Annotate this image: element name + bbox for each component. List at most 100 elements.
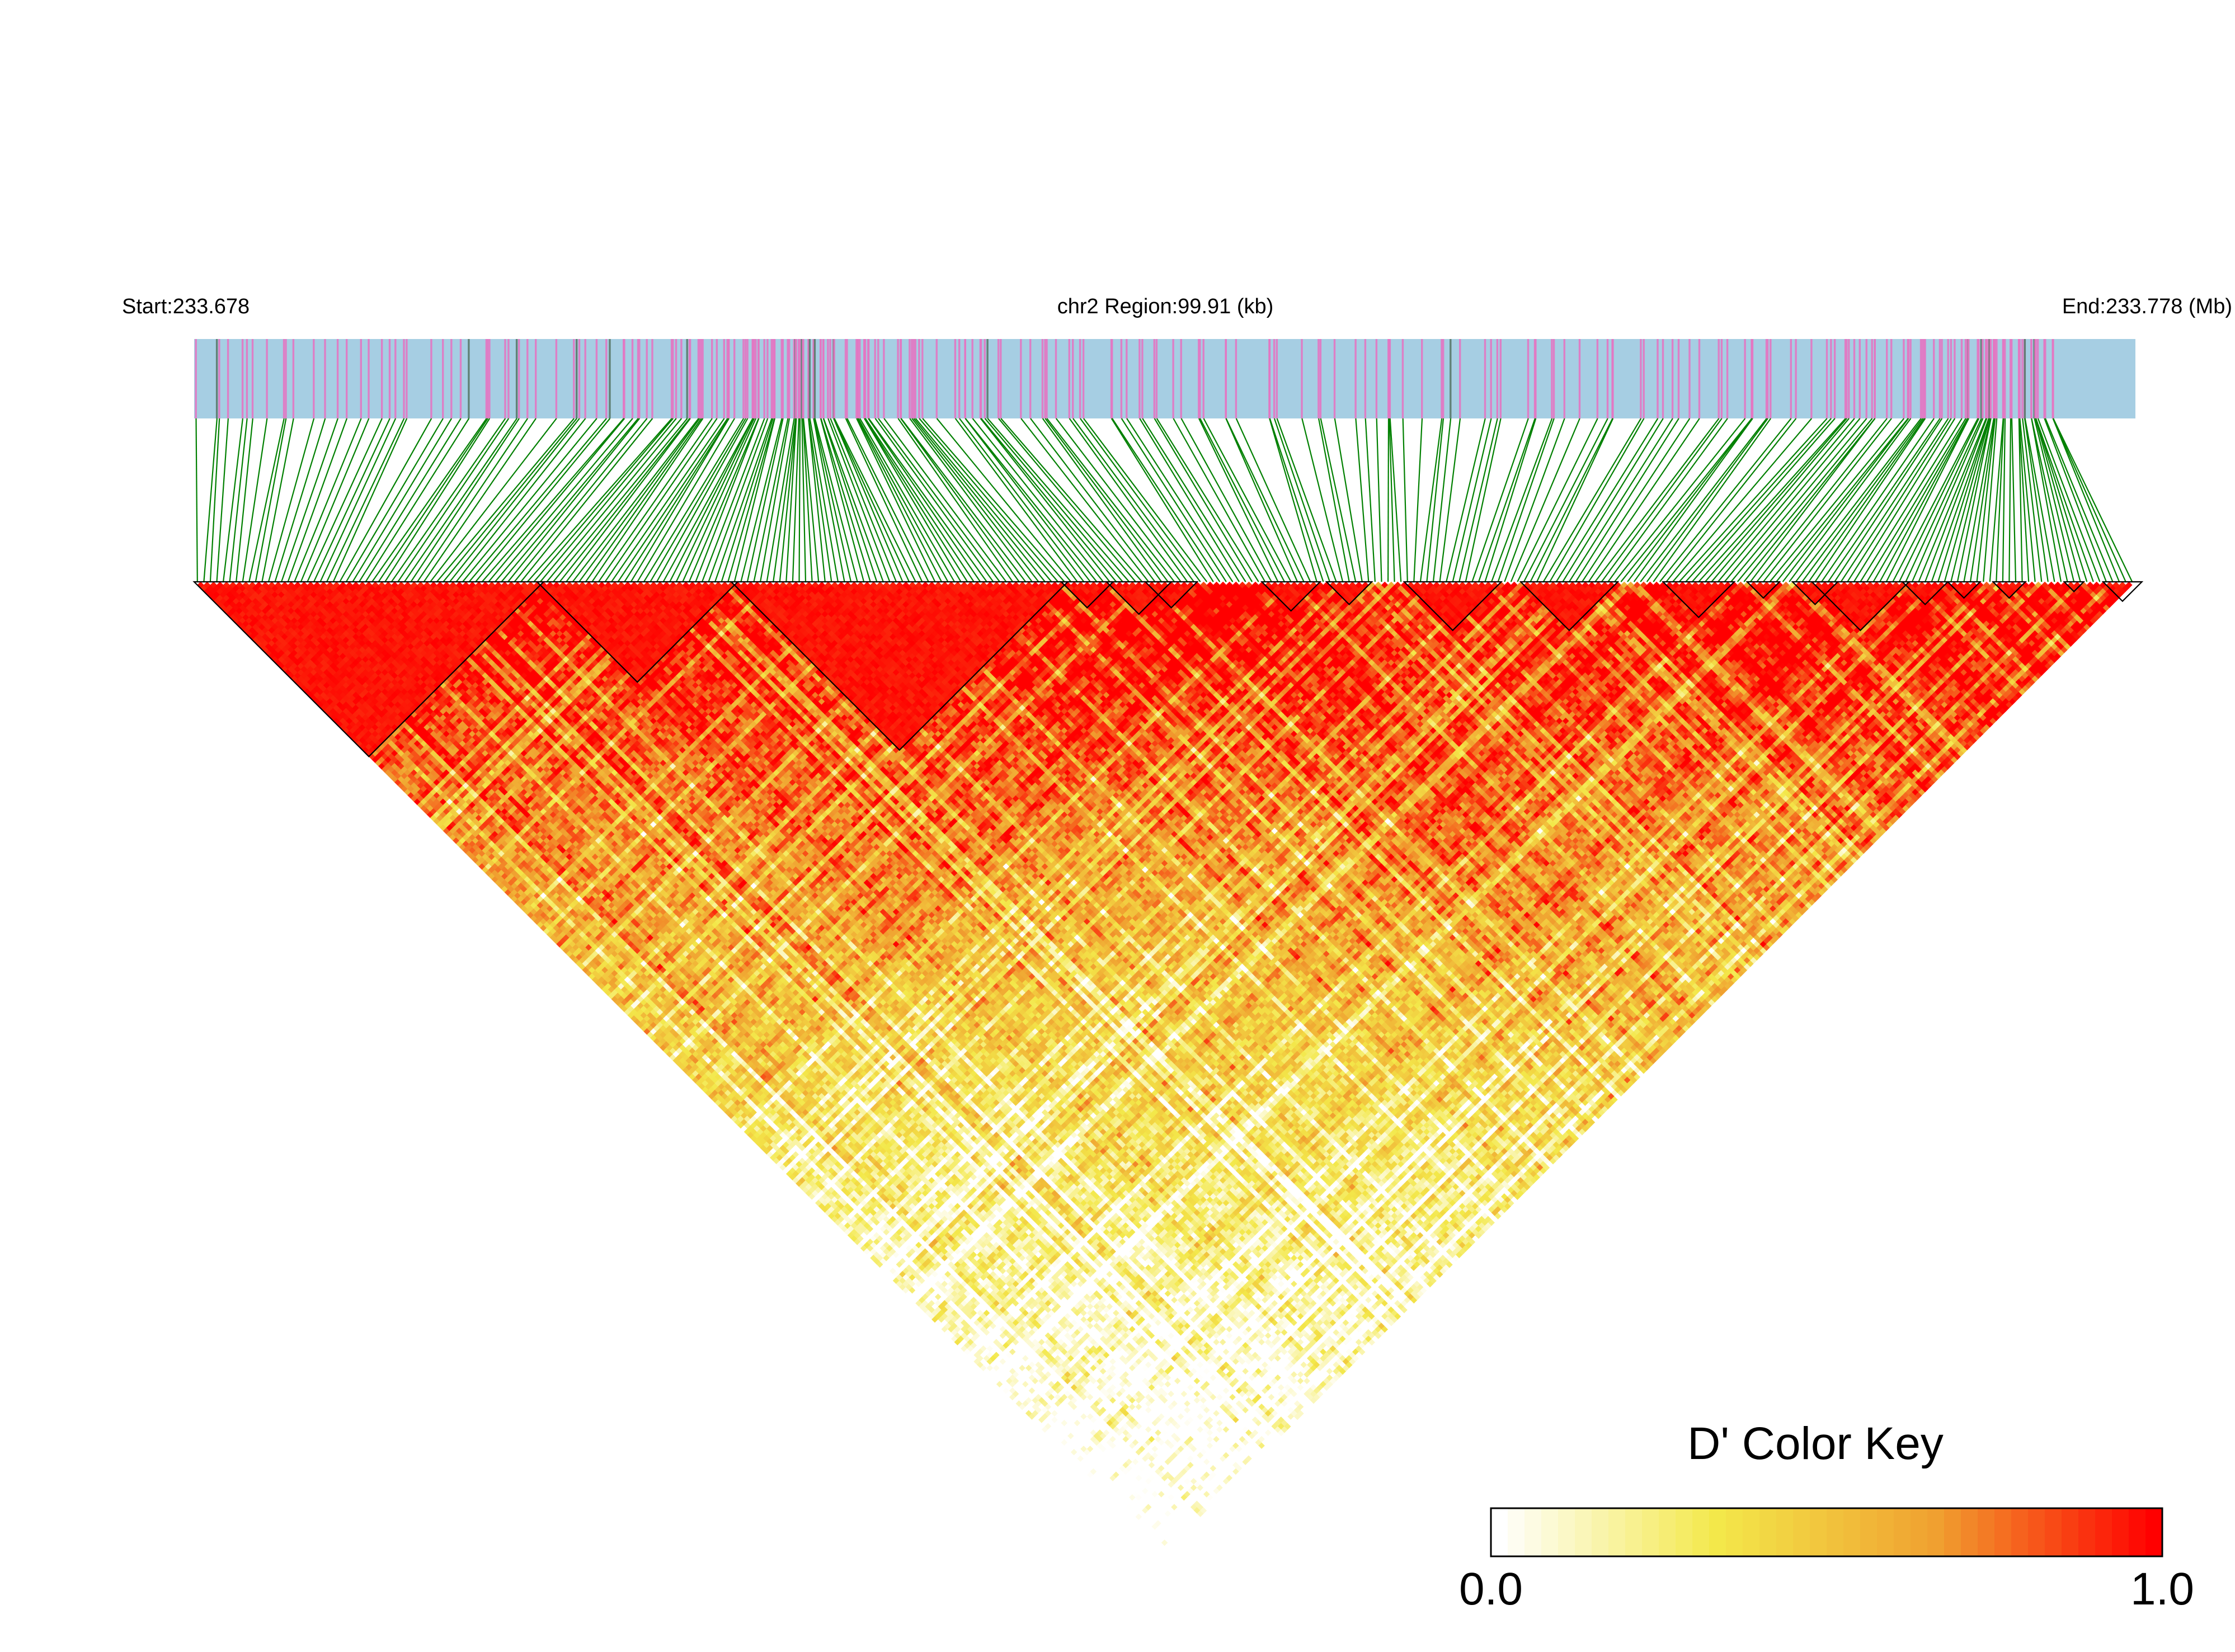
snp-connector [301, 418, 369, 582]
snp-marker [403, 339, 404, 418]
snp-marker [1269, 339, 1271, 418]
snp-marker [651, 339, 653, 418]
snp-marker [1273, 339, 1275, 418]
snp-marker [1597, 339, 1598, 418]
snp-marker [632, 339, 633, 418]
snp-connector [1627, 418, 1752, 582]
snp-marker [1965, 339, 1966, 418]
snp-marker [2052, 339, 2054, 418]
snp-marker [1154, 339, 1155, 418]
snp-connector [799, 418, 801, 582]
snp-marker [227, 339, 229, 418]
snp-connector [1751, 418, 1875, 582]
snp-marker [2030, 339, 2032, 418]
snp-marker [283, 339, 285, 418]
snp-connector [1021, 418, 1149, 582]
snp-connector [728, 418, 774, 582]
snp-connector [269, 418, 314, 582]
snp-marker [753, 339, 755, 418]
snp-marker [242, 339, 243, 418]
snp-marker [833, 339, 835, 418]
snp-marker [1744, 339, 1745, 418]
snp-marker [1909, 339, 1911, 418]
snp-marker [596, 339, 597, 418]
snp-marker [1871, 339, 1873, 418]
snp-marker [1990, 339, 1992, 418]
snp-marker [1020, 339, 1022, 418]
snp-marker [1933, 339, 1935, 418]
start-label: Start:233.678 [122, 295, 250, 318]
snp-marker [764, 339, 765, 418]
snp-connector [1403, 418, 1408, 582]
snp-marker [504, 339, 506, 418]
snp-marker [1874, 339, 1876, 418]
snp-connector [1173, 418, 1265, 582]
snp-marker [877, 339, 879, 418]
snp-marker [972, 339, 973, 418]
snp-connector [2038, 418, 2100, 582]
snp-connector [314, 418, 390, 582]
snp-connector [1319, 418, 1349, 582]
snp-marker [1364, 339, 1366, 418]
snp-marker [646, 339, 648, 418]
snp-marker [578, 339, 580, 418]
snp-connector [1388, 418, 1389, 582]
snp-connector [864, 418, 961, 582]
snp-connector [404, 418, 517, 582]
snp-marker [1318, 339, 1319, 418]
snp-connector [1537, 418, 1613, 582]
snp-connector [1485, 418, 1536, 582]
snp-marker [672, 339, 674, 418]
snp-marker [728, 339, 730, 418]
snp-marker [2037, 339, 2039, 418]
snp-marker [324, 339, 326, 418]
snp-marker [518, 339, 520, 418]
snp-connector [1763, 418, 1891, 582]
snp-marker [1354, 339, 1356, 418]
snp-connector [1576, 418, 1679, 582]
snp-connector [457, 418, 586, 582]
snp-marker [2024, 339, 2026, 418]
snp-marker [1968, 339, 1969, 418]
snp-marker [2035, 339, 2036, 418]
snp-track [194, 339, 2135, 418]
snp-marker [346, 339, 347, 418]
snp-connector [1274, 418, 1330, 582]
snp-marker [526, 339, 528, 418]
snp-connector [1427, 418, 1443, 582]
snp-marker [918, 339, 920, 418]
snp-marker [675, 339, 677, 418]
snp-marker [293, 339, 294, 418]
snp-marker [576, 339, 577, 418]
snp-marker [954, 339, 956, 418]
snp-connector [2012, 418, 2016, 582]
snp-connector [1874, 418, 1968, 582]
snp-marker [964, 339, 966, 418]
snp-marker [1790, 339, 1792, 418]
snp-marker [430, 339, 432, 418]
snp-marker [450, 339, 452, 418]
snp-connector [1277, 418, 1337, 582]
snp-marker [1866, 339, 1867, 418]
snp-connector [1453, 418, 1491, 582]
snp-marker [1069, 339, 1070, 418]
snp-connector [1226, 418, 1297, 582]
snp-marker [1947, 339, 1949, 418]
snp-marker [623, 339, 625, 418]
snp-marker [723, 339, 725, 418]
snp-marker [757, 339, 759, 418]
snp-marker [1551, 339, 1552, 418]
snp-marker [909, 339, 910, 418]
snp-connector [501, 418, 638, 582]
snp-connector [1080, 418, 1201, 582]
snp-marker [1795, 339, 1796, 418]
snp-marker [1770, 339, 1771, 418]
snp-marker [900, 339, 902, 418]
snp-marker [535, 339, 537, 418]
snp-connector [2053, 418, 2120, 582]
snp-connector [676, 418, 754, 582]
snp-marker [1301, 339, 1302, 418]
snp-track-background [194, 339, 2135, 418]
snp-marker [689, 339, 691, 418]
